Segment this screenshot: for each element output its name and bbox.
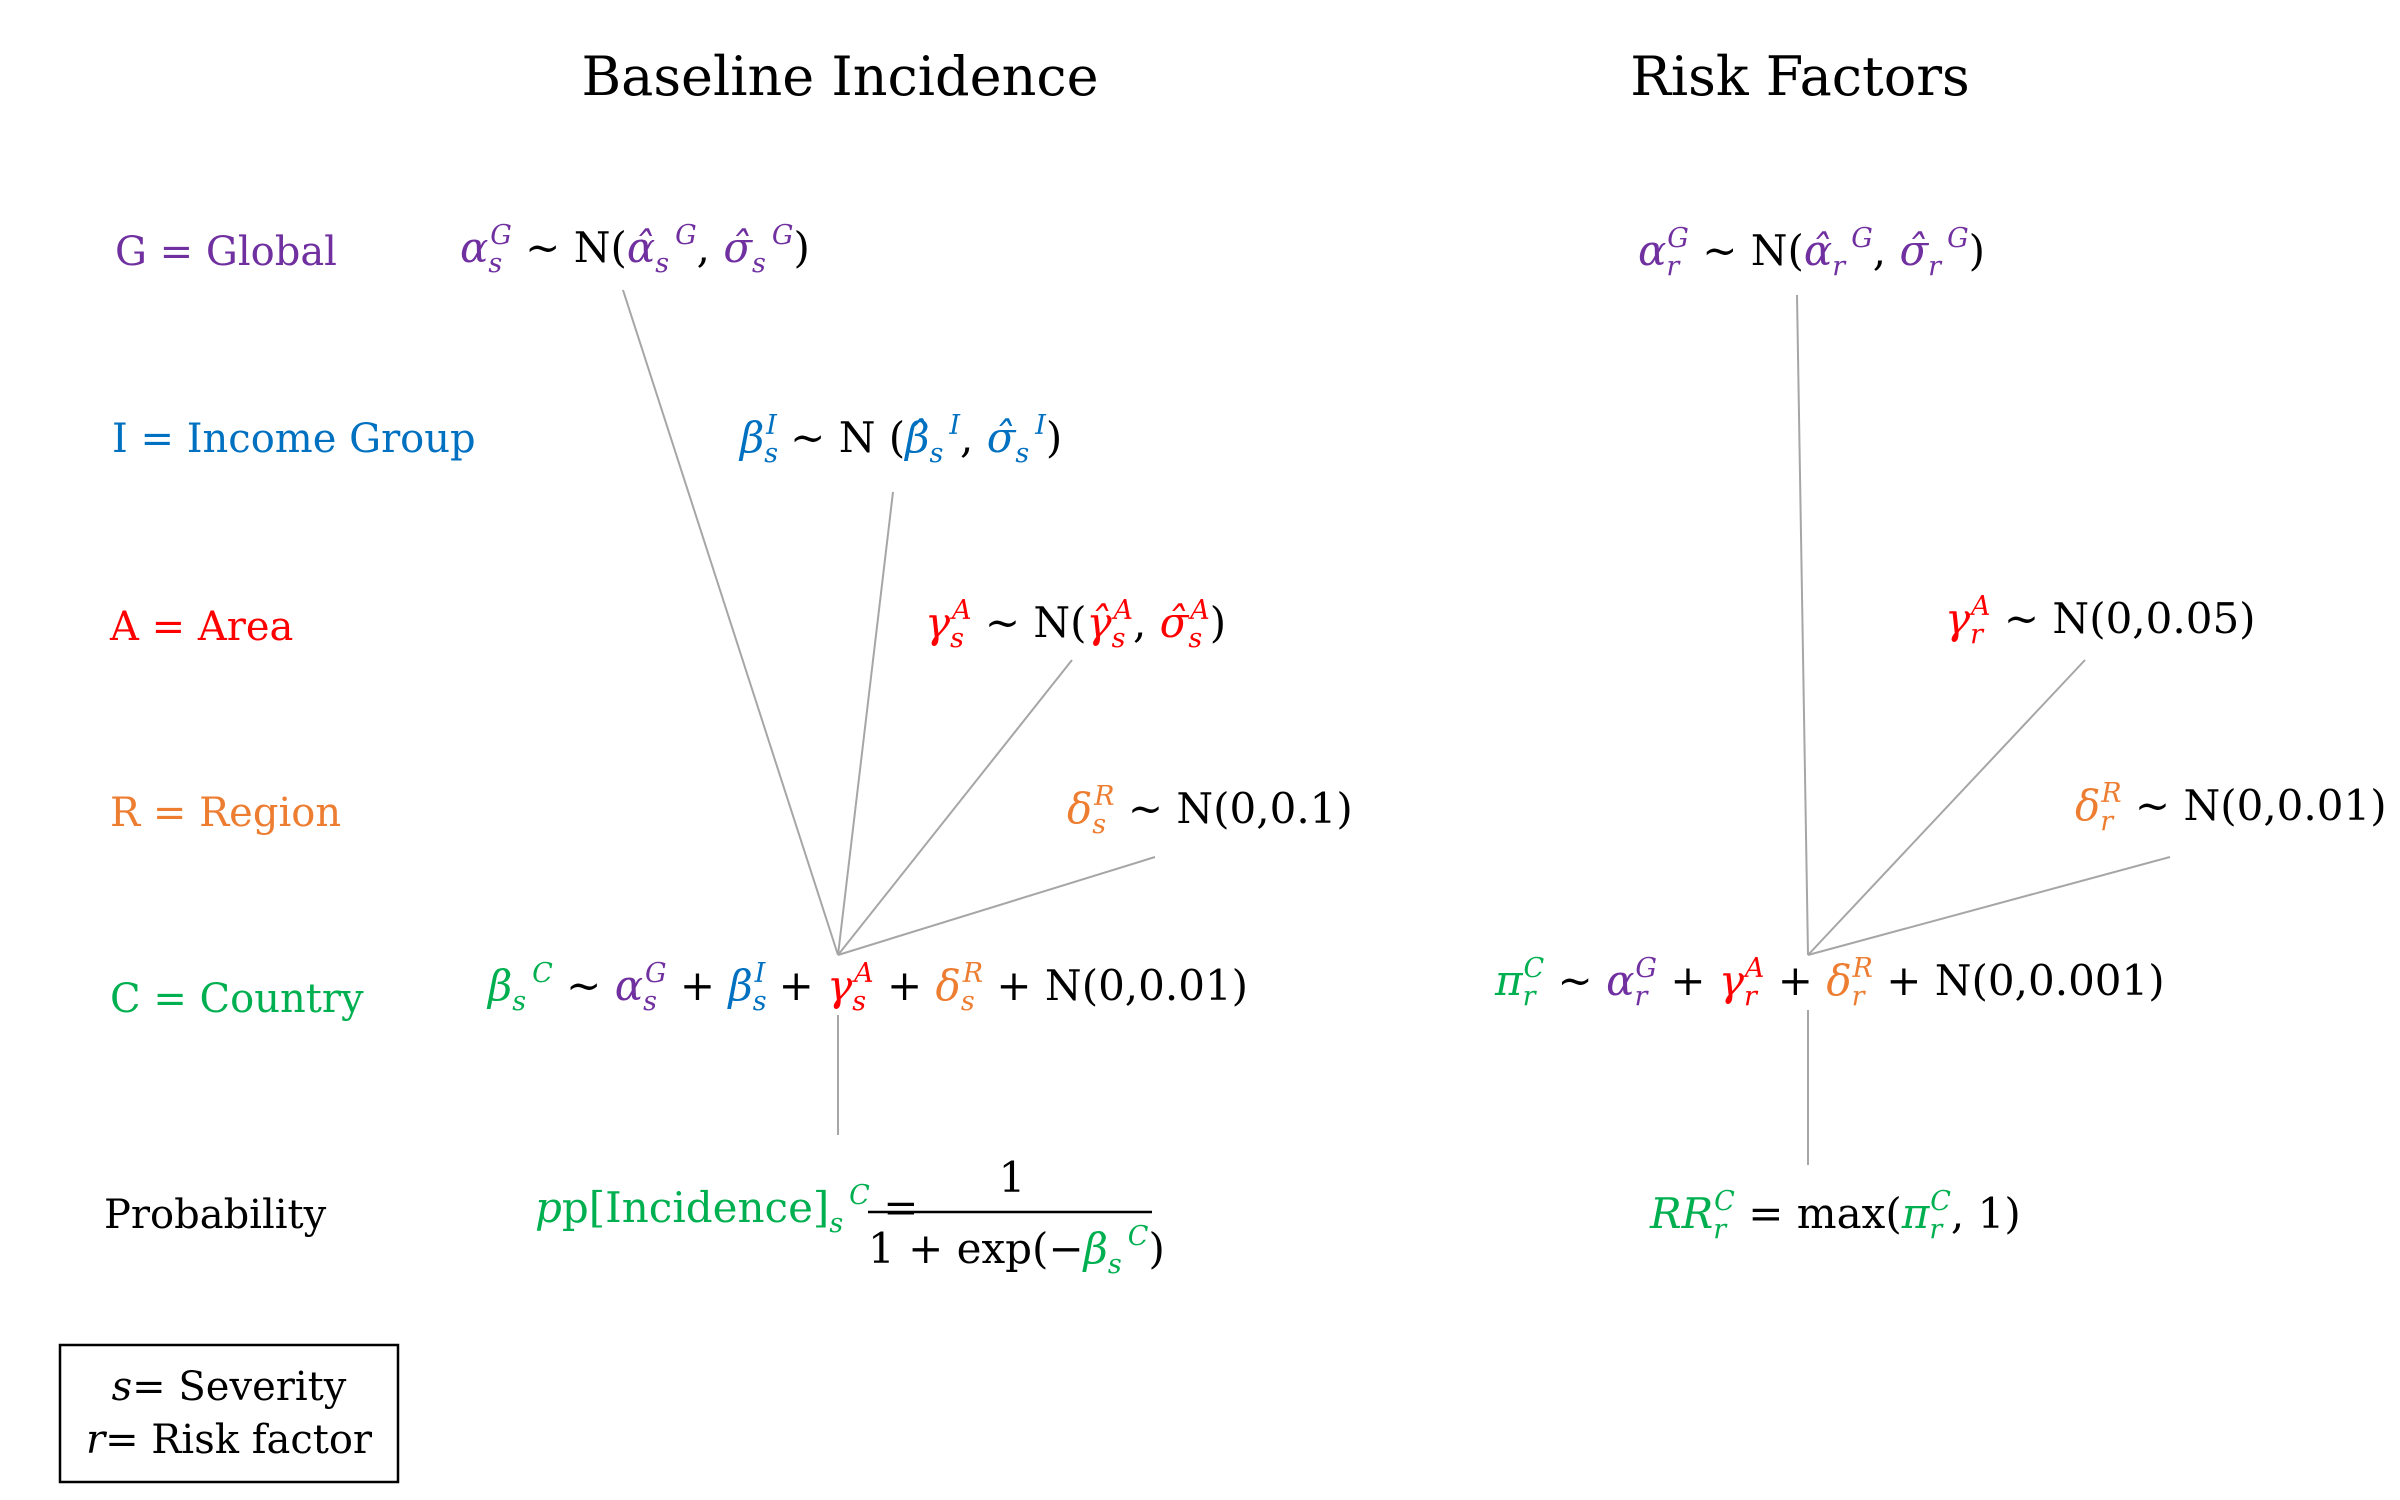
probability-numerator: 1 — [999, 1153, 1026, 1202]
connector-region-to-country — [837, 856, 1156, 956]
probability-lhs: pp[Incidence]sC = — [535, 1180, 918, 1239]
connector-global-to-country — [622, 289, 839, 956]
risk-country-noise: (0,0.001) — [1972, 956, 2165, 1005]
probability-denominator: 1 + exp(−βsC) — [868, 1221, 1165, 1280]
risk-global-equation: αrG ~ N(α̂rG, σ̂rG) — [1638, 223, 1985, 282]
connector-area-to-country — [837, 659, 1073, 956]
level-label-global: G = Global — [115, 229, 337, 275]
baseline-country-noise: (0,0.01) — [1082, 961, 1248, 1010]
baseline-area-equation: γsA ~ N(γ̂sA, σ̂sA) — [925, 595, 1226, 654]
risk-region-equation: δrR ~ N(0,0.01) — [2075, 778, 2387, 837]
baseline-country-equation: βsC ~ αsG + βsI + γsA + δsR + N(0,0.01) — [486, 958, 1248, 1017]
level-label-income-group: I = Income Group — [112, 416, 476, 462]
baseline-income-equation: βsI ~ N (β̂sI, σ̂sI) — [738, 410, 1062, 469]
legend-risk-factor: r= Risk factor — [86, 1417, 373, 1463]
risk-region-params: (0,0.01) — [2220, 781, 2386, 830]
baseline-region-equation: δsR ~ N(0,0.1) — [1067, 781, 1353, 840]
risk-connectors — [1796, 294, 2171, 1165]
legend-severity: s= Severity — [112, 1364, 347, 1410]
baseline-connectors — [622, 289, 1156, 1135]
baseline-probability-equation: pp[Incidence]sC = 1 1 + exp(−βsC) — [535, 1153, 1165, 1280]
risk-area-params: (0,0.05) — [2089, 594, 2255, 643]
risk-connector-global-to-country — [1796, 294, 1809, 956]
risk-connector-region-to-country — [1807, 856, 2171, 956]
level-label-probability: Probability — [104, 1192, 327, 1238]
risk-connector-area-to-country — [1807, 659, 2086, 956]
level-label-area: A = Area — [109, 604, 293, 650]
risk-country-equation: πrC ~ αrG + γrA + δrR + N(0,0.001) — [1494, 953, 2165, 1012]
risk-area-equation: γrA ~ N(0,0.05) — [1945, 591, 2256, 650]
baseline-region-params: (0,0.1) — [1213, 784, 1353, 833]
level-label-country: C = Country — [110, 976, 364, 1022]
baseline-global-equation: αsG ~ N(α̂sG, σ̂sG) — [460, 220, 810, 279]
connector-income-to-country — [837, 491, 894, 956]
legend-box: s= Severity r= Risk factor — [58, 1343, 400, 1484]
risk-factors-title: Risk Factors — [1630, 45, 1970, 108]
level-label-region: R = Region — [110, 790, 341, 836]
risk-rr-equation: RRrC = max(πrC, 1) — [1649, 1186, 2021, 1245]
legend-border — [58, 1343, 400, 1484]
baseline-incidence-title: Baseline Incidence — [581, 45, 1098, 108]
